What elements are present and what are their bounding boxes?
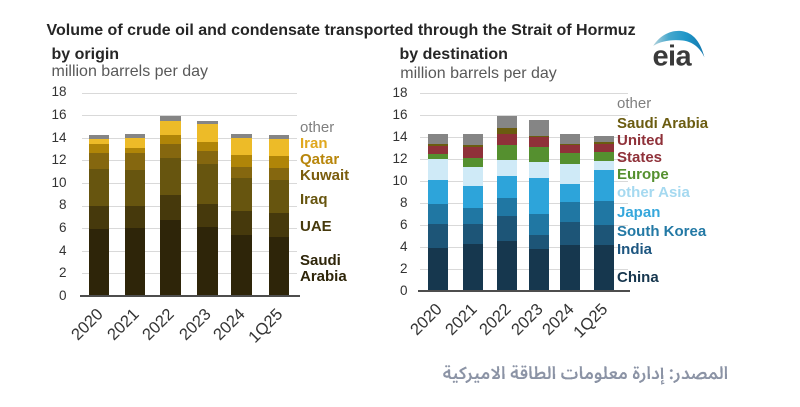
svg-text:eia: eia xyxy=(653,41,693,71)
